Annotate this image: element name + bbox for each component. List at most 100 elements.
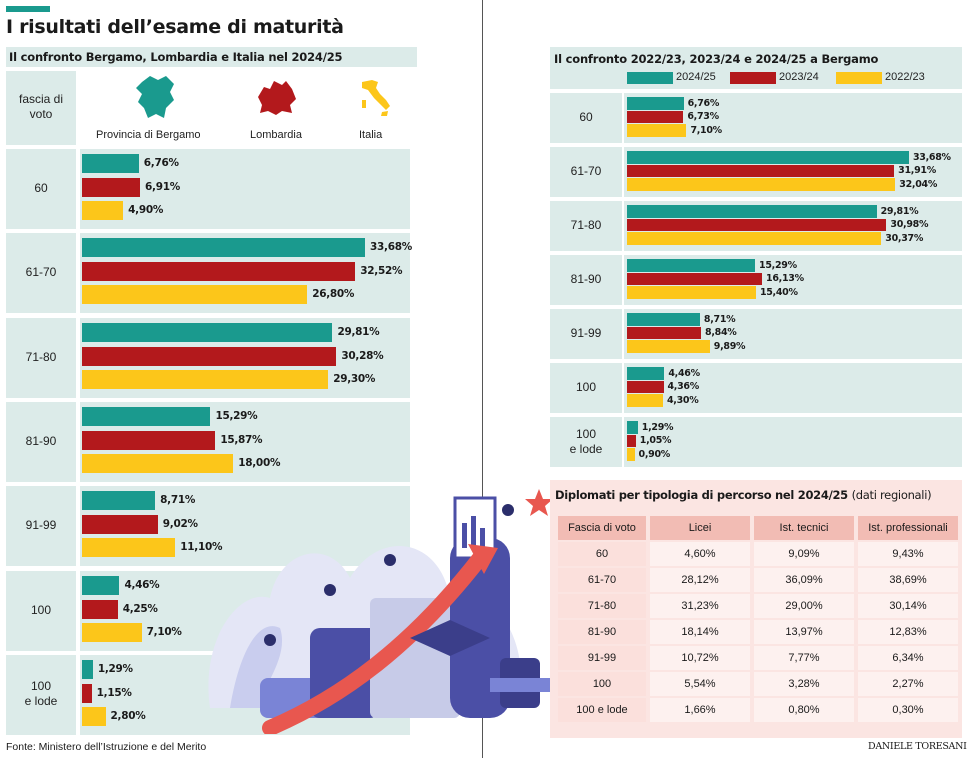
footer-author: DANIELE TORESANI — [868, 741, 967, 752]
table-row: 71-80 31,23% 29,00% 30,14% — [558, 594, 958, 618]
table-row: 100 e lode 1,66% 0,80% 0,30% — [558, 698, 958, 722]
left-bar — [82, 576, 120, 595]
left-value-label: 32,52% — [360, 264, 403, 277]
left-value-label: 2,80% — [110, 710, 146, 722]
left-bar — [82, 599, 118, 619]
left-category-label: 71-80 — [25, 350, 57, 364]
right-bar — [627, 151, 909, 164]
left-bar — [82, 623, 142, 642]
left-bar — [82, 323, 333, 342]
left-value-label: 9,02% — [162, 517, 198, 530]
left-value-label: 4,46% — [124, 579, 160, 591]
left-bar — [82, 707, 106, 726]
right-bar — [627, 313, 700, 326]
table-cell: 38,69% — [858, 568, 958, 592]
right-cat-band — [550, 255, 622, 305]
left-value-label: 29,30% — [333, 373, 376, 385]
right-group-band — [624, 363, 962, 413]
diplomati-table: Fascia di voto Licei Ist. tecnici Ist. prof… — [554, 514, 962, 724]
left-bar — [82, 660, 93, 679]
left-bar — [82, 238, 365, 257]
left-cat-band — [6, 149, 76, 229]
table-row: 91-99 10,72% 7,77% 6,34% — [558, 646, 958, 670]
star-icon — [524, 488, 554, 523]
table-cell: 7,77% — [754, 646, 854, 670]
legend-swatch-2023-24 — [730, 72, 776, 84]
table-row: 100 5,54% 3,28% 2,27% — [558, 672, 958, 696]
right-bar — [627, 124, 687, 137]
table-header-cell: Ist. tecnici — [754, 516, 854, 540]
right-value-label: 30,37% — [885, 232, 924, 244]
left-category-label: 61-70 — [25, 265, 57, 279]
right-value-label: 15,29% — [759, 259, 797, 271]
right-bar — [627, 232, 882, 245]
right-category-label: 71-80 — [570, 218, 602, 232]
left-bar — [82, 491, 156, 510]
right-value-label: 9,89% — [713, 340, 746, 352]
table-cell: 81-90 — [558, 620, 646, 644]
right-category-label: 61-70 — [570, 164, 602, 178]
legend-lombardia: Lombardia — [250, 129, 302, 141]
left-value-label: 29,81% — [337, 326, 380, 338]
right-bar — [627, 164, 895, 177]
right-value-label: 33,68% — [913, 151, 951, 163]
right-value-label: 4,46% — [668, 367, 700, 379]
table-cell: 71-80 — [558, 594, 646, 618]
table-cell: 28,12% — [650, 568, 750, 592]
right-bar — [627, 286, 756, 299]
title-accent-bar — [6, 6, 50, 12]
left-category-label: 81-90 — [25, 434, 57, 448]
left-cat-band — [6, 486, 76, 566]
right-value-label: 32,04% — [899, 178, 938, 190]
right-bar — [627, 178, 896, 191]
right-value-label: 6,76% — [687, 97, 720, 109]
table-cell: 30,14% — [858, 594, 958, 618]
right-bar — [627, 434, 636, 447]
left-value-label: 6,76% — [143, 157, 179, 169]
table-cell: 0,80% — [754, 698, 854, 722]
table-cell: 91-99 — [558, 646, 646, 670]
table-cell: 5,54% — [650, 672, 750, 696]
left-bar — [82, 154, 139, 173]
table-cell: 12,83% — [858, 620, 958, 644]
table-row: 81-90 18,14% 13,97% 12,83% — [558, 620, 958, 644]
legend-2022-23: 2022/23 — [885, 71, 925, 83]
right-bar — [627, 340, 710, 353]
right-value-label: 8,84% — [705, 327, 737, 338]
table-header-cell: Fascia di voto — [558, 516, 646, 540]
right-cat-band — [550, 309, 622, 359]
category-header-label: fascia di voto — [18, 92, 64, 121]
table-cell: 31,23% — [650, 594, 750, 618]
right-bar — [627, 367, 665, 380]
table-cell: 61-70 — [558, 568, 646, 592]
left-bar — [82, 201, 124, 220]
table-cell: 36,09% — [754, 568, 854, 592]
left-cat-band — [6, 402, 76, 482]
left-cat-band — [6, 655, 76, 735]
lombardia-map-icon — [254, 79, 298, 122]
left-value-label: 15,87% — [220, 433, 263, 446]
right-value-label: 7,10% — [690, 124, 722, 136]
right-bar — [627, 380, 664, 393]
right-cat-band — [550, 93, 622, 143]
right-value-label: 31,91% — [898, 165, 936, 176]
right-value-label: 16,13% — [766, 273, 804, 284]
table-cell: 18,14% — [650, 620, 750, 644]
right-value-label: 4,30% — [667, 394, 699, 406]
left-value-label: 30,28% — [341, 349, 384, 362]
left-value-label: 1,15% — [96, 686, 132, 699]
graduation-illustration — [200, 478, 560, 739]
right-value-label: 15,40% — [759, 286, 798, 298]
right-value-label: 1,05% — [639, 435, 672, 446]
left-bar — [82, 177, 141, 197]
left-bar — [82, 430, 216, 450]
table-cell: 60 — [558, 542, 646, 566]
table-cell: 3,28% — [754, 672, 854, 696]
table-cell: 9,43% — [858, 542, 958, 566]
right-value-label: 8,71% — [703, 313, 736, 325]
left-cat-band — [6, 571, 76, 651]
left-value-label: 1,29% — [97, 663, 133, 675]
right-value-label: 4,36% — [667, 381, 700, 392]
left-category-label: 100 e lode — [24, 679, 58, 708]
table-cell: 6,34% — [858, 646, 958, 670]
